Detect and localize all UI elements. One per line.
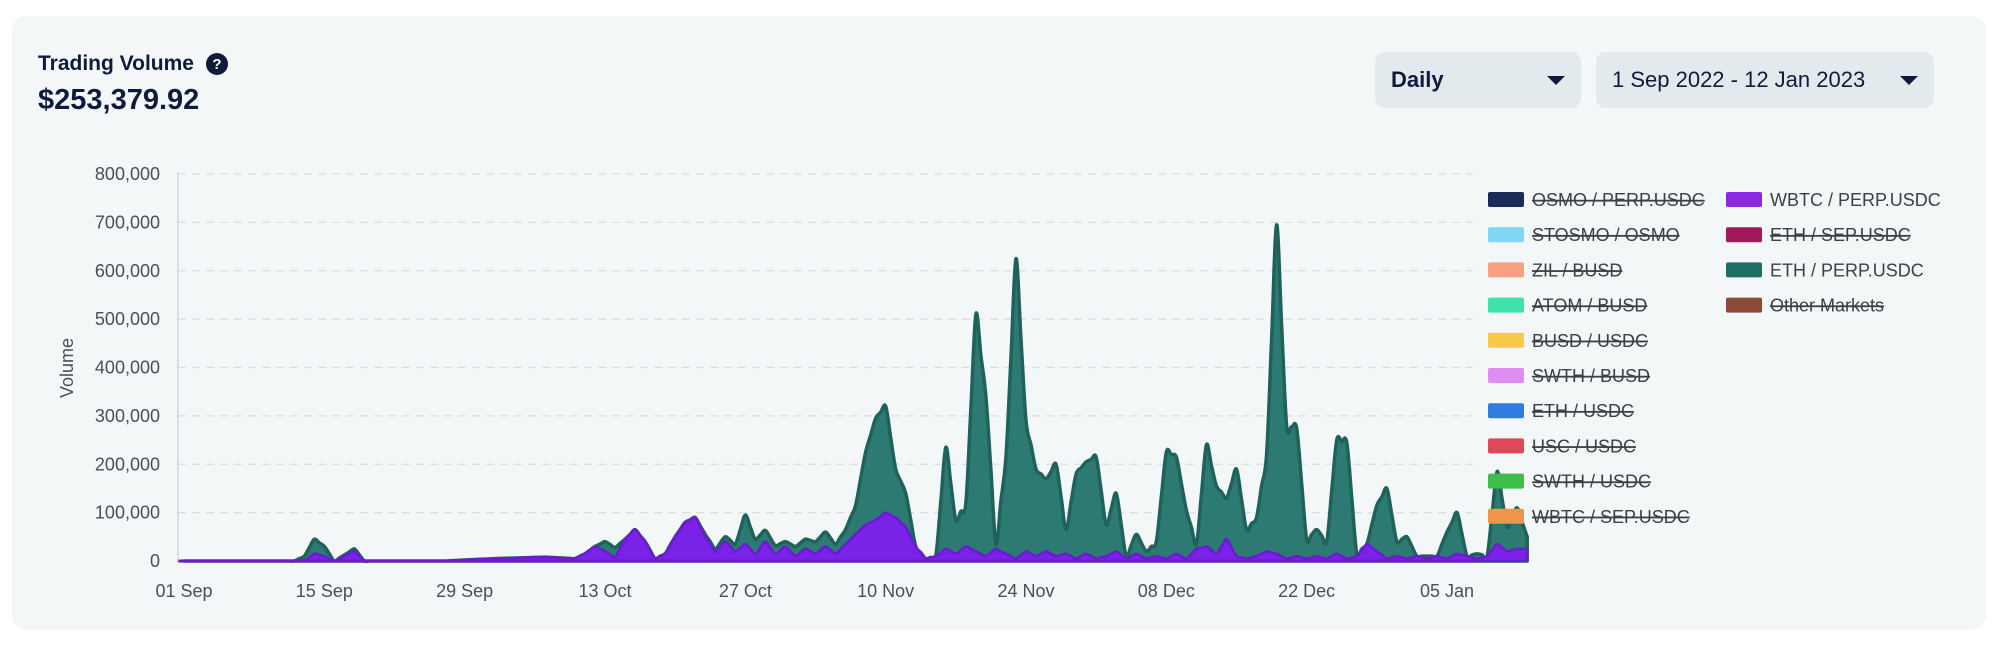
x-tick-label: 08 Dec [1138, 581, 1195, 601]
x-tick-label: 29 Sep [436, 581, 493, 601]
legend-swatch [1488, 473, 1524, 489]
y-axis-title: Volume [57, 338, 77, 398]
period-select-value: Daily [1391, 67, 1444, 92]
y-tick-label: 200,000 [95, 454, 160, 474]
date-range-value: 1 Sep 2022 - 12 Jan 2023 [1612, 67, 1866, 92]
legend-item[interactable]: BUSD / USDC [1488, 331, 1648, 351]
legend-item[interactable]: ATOM / BUSD [1488, 296, 1647, 316]
legend-label: BUSD / USDC [1532, 331, 1648, 351]
y-tick-label: 700,000 [95, 212, 160, 232]
legend-item[interactable]: ETH / SEP.USDC [1726, 225, 1911, 245]
period-select[interactable]: Daily [1375, 52, 1581, 108]
date-range-select[interactable]: 1 Sep 2022 - 12 Jan 2023 [1596, 52, 1934, 108]
x-tick-label: 13 Oct [578, 581, 631, 601]
legend-label: WBTC / SEP.USDC [1532, 507, 1690, 527]
y-tick-label: 600,000 [95, 261, 160, 281]
legend-swatch [1488, 262, 1524, 278]
x-tick-label: 24 Nov [997, 581, 1054, 601]
y-tick-label: 300,000 [95, 406, 160, 426]
x-tick-label: 27 Oct [719, 581, 772, 601]
legend-item[interactable]: SWTH / BUSD [1488, 366, 1650, 386]
legend-label: STOSMO / OSMO [1532, 225, 1680, 245]
legend-label: Other Markets [1770, 296, 1884, 316]
y-tick-label: 0 [150, 551, 160, 571]
y-tick-label: 400,000 [95, 358, 160, 378]
legend-item[interactable]: WBTC / PERP.USDC [1726, 190, 1941, 210]
total-volume: $253,379.92 [38, 84, 200, 116]
legend-item[interactable]: ZIL / BUSD [1488, 260, 1622, 280]
legend-swatch [1488, 332, 1524, 348]
legend-label: SWTH / USDC [1532, 472, 1651, 492]
legend-swatch [1488, 403, 1524, 419]
legend-label: ETH / USDC [1532, 401, 1634, 421]
legend-label: OSMO / PERP.USDC [1532, 190, 1705, 210]
title-row: Trading Volume ? [38, 52, 228, 76]
legend-label: ZIL / BUSD [1532, 260, 1622, 280]
question-circle-icon[interactable]: ? [205, 53, 228, 75]
legend-label: SWTH / BUSD [1532, 366, 1650, 386]
x-tick-label: 15 Sep [296, 581, 353, 601]
x-tick-label: 22 Dec [1278, 581, 1335, 601]
legend-item[interactable]: SWTH / USDC [1488, 472, 1651, 492]
legend-swatch [1488, 297, 1524, 313]
series-area-eth-perp-usdc[interactable] [182, 223, 1529, 564]
legend-label: USC / USDC [1532, 436, 1636, 456]
legend-swatch [1488, 227, 1524, 243]
legend-item[interactable]: STOSMO / OSMO [1488, 225, 1680, 245]
legend-item[interactable]: ETH / USDC [1488, 401, 1634, 421]
legend-item[interactable]: ETH / PERP.USDC [1726, 260, 1924, 280]
legend-label: WBTC / PERP.USDC [1770, 190, 1941, 210]
legend-swatch [1488, 192, 1524, 207]
legend-swatch [1488, 508, 1524, 524]
legend-swatch [1726, 192, 1762, 207]
legend-item[interactable]: WBTC / SEP.USDC [1488, 507, 1690, 527]
y-tick-label: 100,000 [95, 503, 160, 523]
legend-label: ATOM / BUSD [1532, 296, 1647, 316]
legend-label: ETH / SEP.USDC [1770, 225, 1911, 245]
y-tick-label: 500,000 [95, 309, 160, 329]
legend-swatch [1488, 438, 1524, 454]
legend-label: ETH / PERP.USDC [1770, 260, 1924, 280]
legend-swatch [1488, 368, 1524, 383]
chart-title: Trading Volume [38, 52, 194, 75]
x-tick-label: 10 Nov [857, 581, 914, 601]
legend-swatch [1726, 297, 1762, 313]
legend-item[interactable]: USC / USDC [1488, 436, 1636, 456]
x-tick-label: 05 Jan [1420, 581, 1474, 601]
chevron-down-icon [1900, 75, 1918, 85]
legend-swatch [1726, 262, 1762, 278]
x-tick-label: 01 Sep [155, 581, 212, 601]
y-tick-label: 800,000 [95, 164, 160, 184]
legend-swatch [1726, 227, 1762, 243]
chevron-down-icon [1547, 75, 1565, 85]
legend-item[interactable]: Other Markets [1726, 296, 1884, 316]
legend-item[interactable]: OSMO / PERP.USDC [1488, 190, 1705, 210]
